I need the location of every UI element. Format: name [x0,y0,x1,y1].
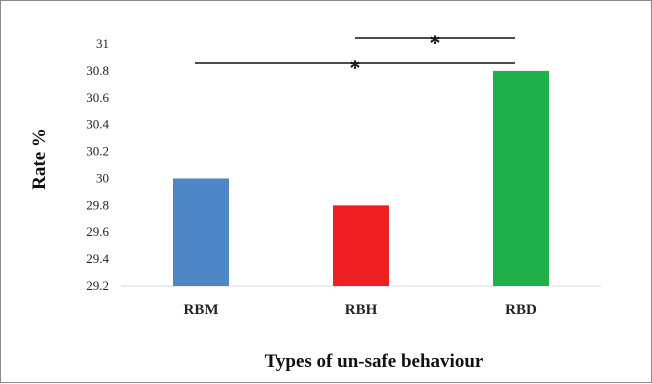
bar-rbh [333,205,389,286]
y-tick-label: 29.4 [86,251,109,266]
y-tick-label: 29.6 [86,224,109,239]
x-tick-label: RBD [505,302,537,318]
significance-star: * [430,30,441,55]
significance-annotations: ** [195,30,515,80]
bar-rbd [493,70,549,286]
y-tick-label: 30.8 [86,63,109,78]
x-tick-label: RBH [345,302,378,318]
x-axis-title: Types of un-safe behaviour [265,351,484,372]
y-tick-label: 29.8 [86,197,109,212]
x-tick-label: RBM [184,302,219,318]
y-tick-label: 30.2 [86,144,109,159]
y-axis-title: Rate % [29,128,50,190]
y-tick-label: 30.6 [86,90,109,105]
y-tick-label: 31 [96,36,109,51]
bar-rbm [173,178,229,286]
y-axis-ticks: 29.2 29.4 29.6 29.8 30 30.2 30.4 30.6 30.8 31 [86,36,109,293]
x-axis-category-labels: RBM RBH RBD [184,302,538,318]
significance-star: * [350,55,361,80]
bars-group [173,70,549,286]
y-tick-label: 30.4 [86,117,109,132]
y-tick-label: 29.2 [86,278,109,293]
y-tick-label: 30 [96,170,109,185]
